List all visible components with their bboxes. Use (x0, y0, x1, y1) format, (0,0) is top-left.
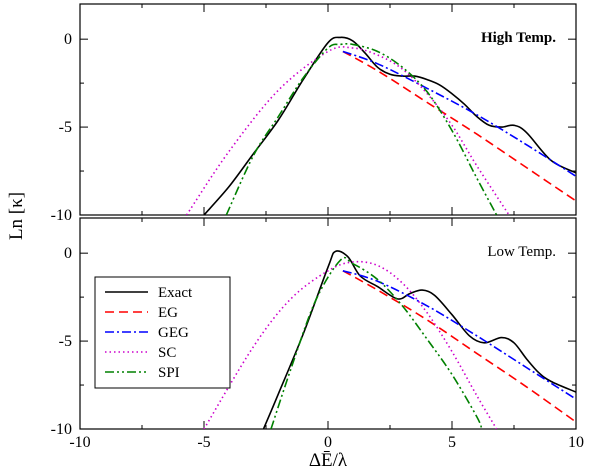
y-tick-label-bottom: -5 (59, 333, 72, 350)
x-tick-label: -10 (69, 434, 90, 451)
y-tick-label-top: -5 (59, 119, 72, 136)
series-line-sc-bottom (203, 260, 498, 429)
x-axis-title: ΔĒ/λ (309, 450, 348, 471)
tick-marks-top: 0 -5 -10 (51, 4, 577, 224)
series-line-eg-top (342, 50, 576, 202)
y-tick-label-bottom: 0 (64, 245, 72, 262)
x-tick-label: 0 (324, 434, 332, 451)
series-line-sc-top (185, 46, 510, 215)
tick-marks-bottom: 0 -5 -10-10 -5 0 5 10 (51, 218, 584, 451)
y-tick-label-top: -10 (51, 207, 72, 224)
panel-label-bottom: Low Temp. (487, 244, 556, 260)
legend: Exact EG GEG SC SPI (94, 276, 231, 389)
legend-label-spi: SPI (158, 365, 180, 381)
legend-label-geg: GEG (158, 325, 189, 341)
series-group-top (185, 36, 576, 215)
legend-items: Exact EG GEG SC SPI (105, 285, 193, 381)
series-line-geg-bottom (342, 270, 576, 400)
x-tick-label: -5 (197, 434, 210, 451)
series-line-geg-top (342, 50, 576, 177)
series-line-spi-bottom (270, 256, 483, 429)
y-axis-title: Ln [κ] (6, 192, 27, 240)
series-line-exact-top (203, 36, 576, 215)
series-group-bottom (203, 250, 576, 429)
series-line-eg-bottom (342, 270, 576, 423)
y-tick-label-bottom: -10 (51, 421, 72, 438)
x-tick-label: 10 (568, 434, 584, 451)
panel-bottom: 0 -5 -10-10 -5 0 5 10 Low Temp. (51, 217, 584, 451)
series-line-exact-bottom (262, 250, 576, 429)
x-tick-label: 5 (448, 434, 456, 451)
legend-label-sc: SC (158, 345, 176, 361)
panel-label-top: High Temp. (481, 30, 556, 46)
panel-top: 0 -5 -10 High Temp. (51, 3, 577, 224)
series-line-spi-top (225, 42, 498, 215)
y-tick-label-top: 0 (64, 31, 72, 48)
legend-label-exact: Exact (158, 285, 193, 301)
legend-label-eg: EG (158, 305, 178, 321)
